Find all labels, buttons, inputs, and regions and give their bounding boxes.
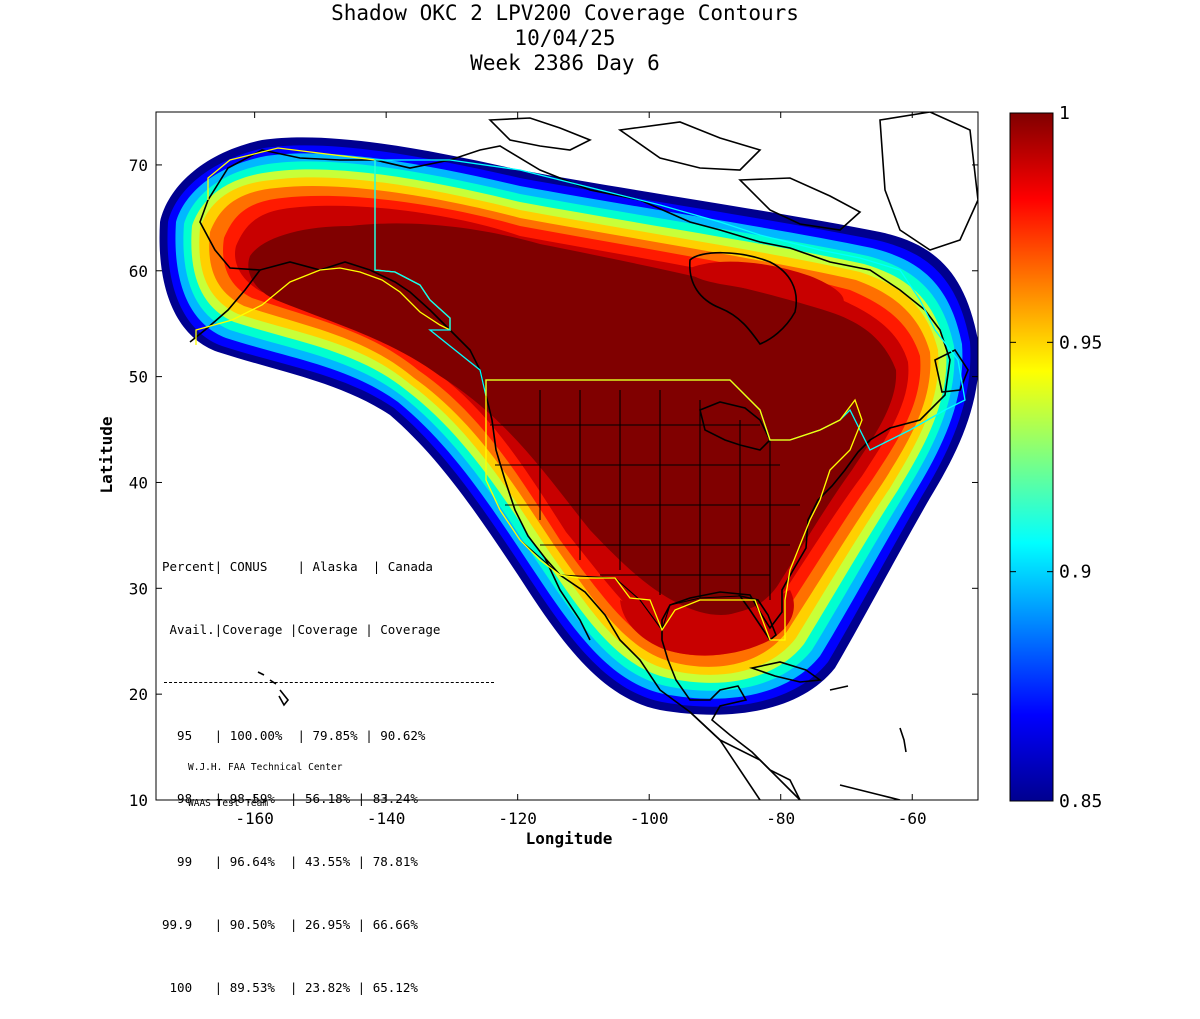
axes-frame: [155, 111, 979, 801]
coastline-baja: [544, 557, 591, 641]
x-tick-label: -80: [766, 809, 795, 828]
colorbar-tick-label: 0.9: [1059, 562, 1092, 583]
colorbar: [1009, 112, 1054, 802]
coastline-north-america: [207, 145, 951, 800]
credit-line-2: WAAS Test Team: [188, 798, 269, 809]
y-tick-label: 70: [129, 156, 148, 175]
credit-line-1: W.J.H. FAA Technical Center: [188, 762, 343, 773]
y-tick-label: 40: [129, 473, 148, 492]
state-grid-verticals: [539, 390, 771, 600]
y-axis-label: Latitude: [97, 416, 116, 493]
x-tick-label: -60: [898, 809, 927, 828]
state-grid-horizontals: [490, 424, 800, 576]
y-tick-label: 30: [129, 579, 148, 598]
colorbar-tick-label: 0.85: [1059, 791, 1102, 812]
coastline-caribbean: [829, 685, 907, 800]
coastline-central-america: [689, 711, 801, 800]
canada-region-boundary: [374, 159, 966, 451]
us-border-south: [519, 539, 741, 632]
credit-block: W.J.H. FAA Technical Center WAAS Test Te…: [188, 738, 342, 822]
axis-ticks: [156, 112, 978, 801]
contour-099-pocket-gulf: [620, 590, 794, 656]
x-tick-label: -140: [367, 809, 406, 828]
contour-099-pocket-hudson: [689, 261, 844, 306]
coastline-cuba: [749, 661, 823, 683]
coverage-table-divider: [164, 682, 494, 683]
coverage-table-row: 99 | 96.64% | 43.55% | 78.81%: [162, 854, 418, 869]
chart-title-line-1: Shadow OKC 2 LPV200 Coverage Contours: [331, 1, 799, 25]
region-boundaries: [195, 147, 966, 641]
coastline-great-lakes: [699, 401, 771, 451]
coastline-greenland: [879, 112, 978, 251]
y-tick-label: 60: [129, 262, 148, 281]
coastline-florida: [738, 594, 777, 642]
coastline-arctic-islands-3: [738, 177, 862, 231]
colorbar-ticks: [1010, 112, 1053, 802]
coastline-hudson-bay: [689, 251, 797, 345]
chart-title-line-2: 10/04/25: [514, 26, 616, 50]
coverage-table-row: 98 | 98.59% | 56.18% | 83.24%: [162, 791, 418, 806]
y-tick-label: 20: [129, 685, 148, 704]
chart-title-line-3: Week 2386 Day 6: [470, 51, 660, 75]
axis-tick-labels: -160 -140 -120 -100 -80 -60 70 60 50 40 30 20 10: [129, 156, 927, 828]
coverage-table-row: 100 | 89.53% | 23.82% | 65.12%: [162, 980, 418, 995]
y-tick-label: 50: [129, 368, 148, 387]
coverage-table-header-2: Avail.|Coverage |Coverage | Coverage: [162, 622, 441, 637]
coastline-alaska-peninsula: [189, 269, 261, 343]
x-tick-label: -160: [235, 809, 274, 828]
x-tick-label: -120: [498, 809, 537, 828]
coverage-table-header-1: Percent| CONUS | Alaska | Canada: [162, 559, 433, 574]
y-tick-label: 10: [129, 791, 148, 810]
contour-100: [248, 223, 897, 615]
coverage-table-row: 99.9 | 90.50% | 26.95% | 66.66%: [162, 917, 418, 932]
coastline-west-coast: [199, 199, 761, 800]
colorbar-tick-label: 1: [1059, 103, 1070, 124]
colorbar-tick-labels: 1 0.95 0.9 0.85: [1059, 103, 1102, 812]
coverage-table-row: 95 | 100.00% | 79.85% | 90.62%: [162, 728, 426, 743]
coverage-map: -160 -140 -120 -100 -80 -60 70 60 50 40 30 20 10 Lon…: [97, 103, 1102, 848]
colorbar-tick-label: 0.95: [1059, 332, 1102, 353]
alaska-region-boundary: [195, 147, 451, 345]
coastline-arctic-islands-2: [617, 121, 762, 171]
coverage-contours: [159, 137, 978, 715]
x-tick-label: -100: [630, 809, 669, 828]
x-axis-label: Longitude: [526, 829, 613, 848]
conus-region-boundary: [485, 379, 863, 641]
coastline-arctic-islands-1: [488, 117, 592, 151]
